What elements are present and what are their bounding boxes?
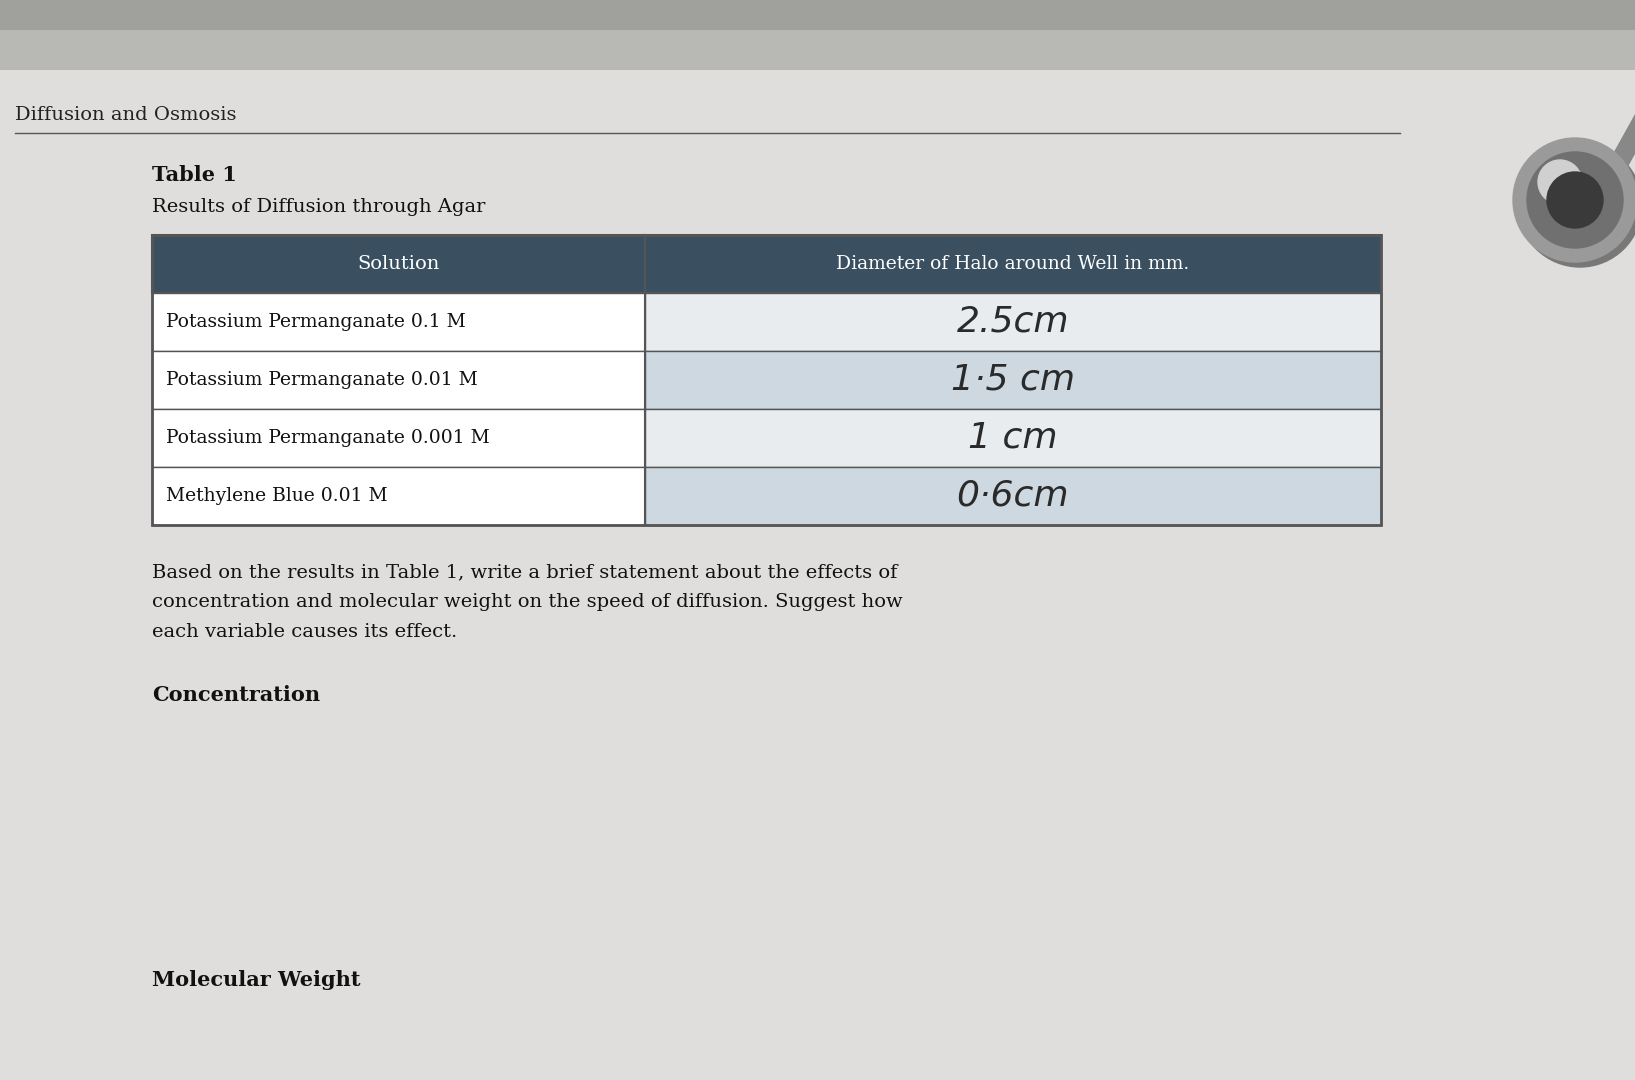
Circle shape (1527, 152, 1624, 248)
Bar (152, 467, 644, 525)
Bar (0, 0, 1635, 70)
Bar (152, 235, 1382, 293)
Text: Potassium Permanganate 0.1 M: Potassium Permanganate 0.1 M (167, 313, 466, 330)
Text: each variable causes its effect.: each variable causes its effect. (152, 623, 458, 642)
Bar (152, 235, 1382, 525)
Bar (644, 409, 1382, 467)
Text: Diffusion and Osmosis: Diffusion and Osmosis (15, 106, 237, 124)
Text: Solution: Solution (358, 255, 440, 273)
Text: Table 1: Table 1 (152, 165, 237, 185)
Text: Results of Diffusion through Agar: Results of Diffusion through Agar (152, 198, 486, 216)
Bar (152, 351, 644, 409)
Text: 2.5cm: 2.5cm (956, 305, 1069, 339)
Circle shape (1547, 172, 1602, 228)
Bar (644, 467, 1382, 525)
Circle shape (1539, 160, 1583, 204)
Text: 0·6cm: 0·6cm (956, 480, 1069, 513)
Bar (644, 351, 1382, 409)
Text: Potassium Permanganate 0.001 M: Potassium Permanganate 0.001 M (167, 429, 490, 447)
Circle shape (1512, 138, 1635, 262)
Text: Based on the results in Table 1, write a brief statement about the effects of: Based on the results in Table 1, write a… (152, 563, 898, 581)
Bar (0, 0, 1635, 30)
Circle shape (1517, 143, 1635, 267)
Bar (152, 409, 644, 467)
Text: Potassium Permanganate 0.01 M: Potassium Permanganate 0.01 M (167, 372, 477, 389)
Bar (152, 293, 644, 351)
Text: Molecular Weight: Molecular Weight (152, 970, 360, 990)
Text: Diameter of Halo around Well in mm.: Diameter of Halo around Well in mm. (837, 255, 1190, 273)
FancyArrowPatch shape (1617, 82, 1635, 167)
Text: concentration and molecular weight on the speed of diffusion. Suggest how: concentration and molecular weight on th… (152, 593, 903, 611)
Text: Methylene Blue 0.01 M: Methylene Blue 0.01 M (167, 487, 387, 505)
Text: 1·5 cm: 1·5 cm (952, 363, 1076, 397)
Text: Concentration: Concentration (152, 685, 320, 705)
Bar (644, 293, 1382, 351)
Text: 1 cm: 1 cm (968, 421, 1058, 455)
